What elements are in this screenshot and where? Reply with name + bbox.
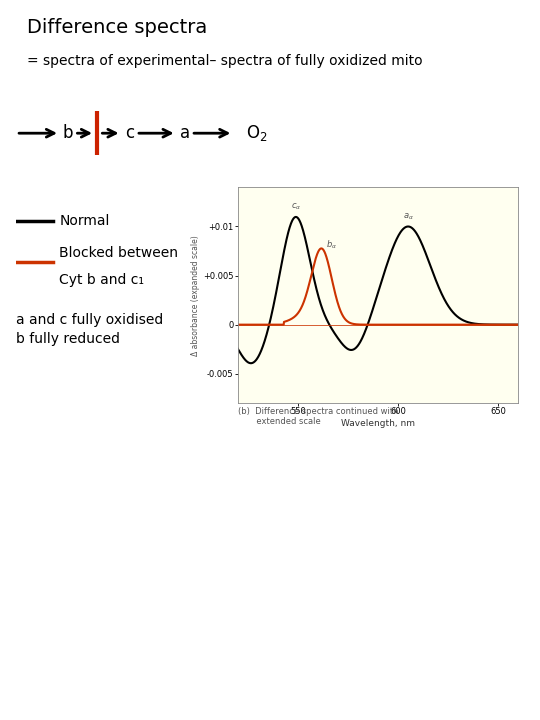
X-axis label: Wavelength, nm: Wavelength, nm <box>341 419 415 428</box>
Text: Blocked between: Blocked between <box>59 246 178 260</box>
Text: $c_\alpha$: $c_\alpha$ <box>291 202 301 212</box>
Text: (b)  Difference spectra continued with
       extended scale: (b) Difference spectra continued with ex… <box>238 407 398 426</box>
Text: Difference spectra: Difference spectra <box>27 18 207 37</box>
Text: b: b <box>63 124 73 143</box>
Text: O$_2$: O$_2$ <box>246 123 268 143</box>
Text: a: a <box>180 124 190 143</box>
Text: c: c <box>125 124 134 143</box>
Text: $a_\alpha$: $a_\alpha$ <box>403 211 414 222</box>
Text: = spectra of experimental– spectra of fully oxidized mito: = spectra of experimental– spectra of fu… <box>27 54 423 68</box>
Text: Cyt b and c₁: Cyt b and c₁ <box>59 273 144 287</box>
Text: a and c fully oxidised
b fully reduced: a and c fully oxidised b fully reduced <box>16 312 164 346</box>
Y-axis label: Δ absorbance (expanded scale): Δ absorbance (expanded scale) <box>191 235 200 356</box>
Text: Normal: Normal <box>59 215 110 228</box>
Text: $b_\alpha$: $b_\alpha$ <box>326 238 337 251</box>
